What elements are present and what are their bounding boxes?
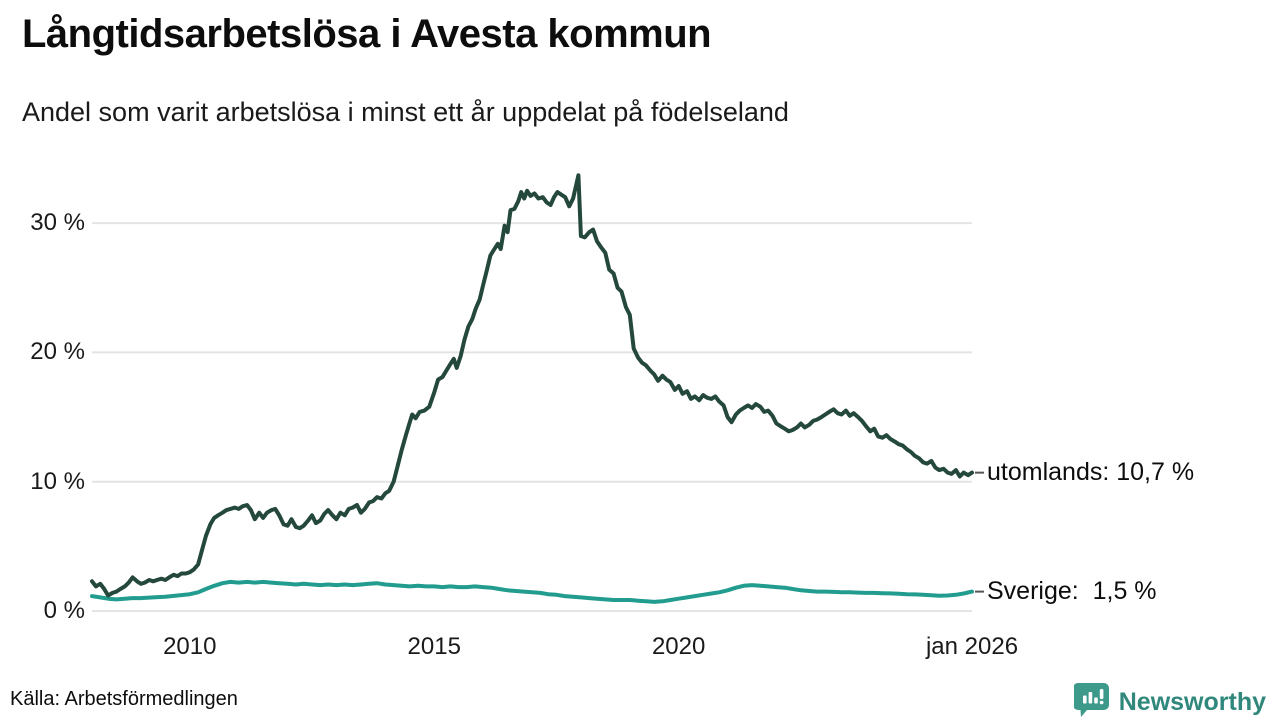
newsworthy-wordmark: Newsworthy (1118, 688, 1266, 716)
y-tick-label: 10 % (30, 467, 85, 495)
x-tick-label: 2020 (651, 633, 706, 660)
newsworthy-brand: Newsworthy (1072, 682, 1266, 723)
series-line-utomlands (90, 173, 974, 598)
page-title: Långtidsarbetslösa i Avesta kommun (22, 12, 712, 56)
y-tick-label: 0 % (43, 597, 85, 624)
newsworthy-logo-icon (1072, 682, 1111, 723)
end-label-utomlands: utomlands: 10,7 % (987, 457, 1195, 486)
x-tick-label: jan 2026 (925, 633, 1019, 660)
source-caption: Källa: Arbetsförmedlingen (10, 688, 238, 710)
end-label-Sverige: Sverige: 1,5 % (987, 576, 1157, 605)
x-tick-label: 2015 (407, 633, 461, 660)
y-tick-label: 30 % (30, 209, 85, 237)
chart-subtitle: Andel som varit arbetslösa i minst ett å… (22, 97, 789, 127)
x-tick-label: 2010 (163, 633, 217, 660)
series-line-Sverige (90, 579, 974, 604)
y-tick-label: 20 % (30, 338, 85, 366)
